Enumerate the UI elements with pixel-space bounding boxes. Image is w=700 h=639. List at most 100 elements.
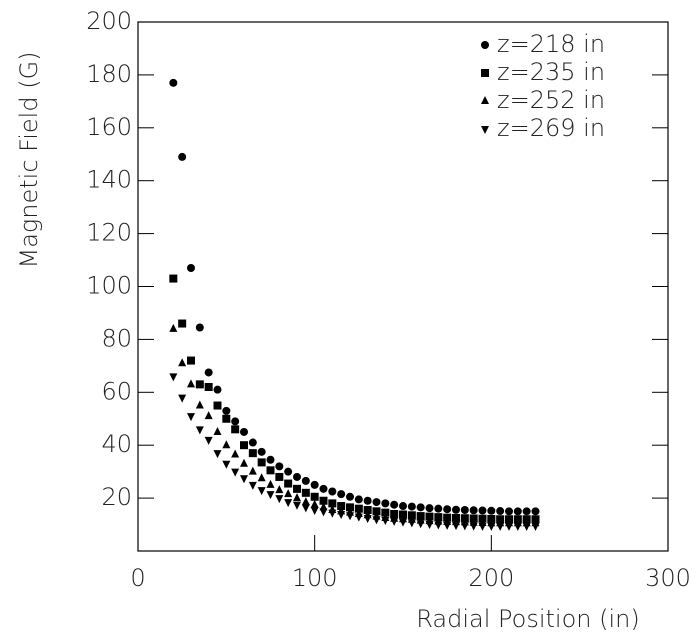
data-point bbox=[496, 507, 505, 516]
data-point bbox=[195, 426, 204, 435]
data-point bbox=[240, 427, 248, 436]
data-point bbox=[452, 505, 460, 514]
data-point bbox=[381, 517, 390, 526]
data-point bbox=[169, 274, 178, 283]
data-point bbox=[195, 323, 204, 332]
data-point bbox=[310, 480, 319, 489]
data-point bbox=[372, 507, 381, 516]
data-point bbox=[231, 449, 240, 458]
data-point bbox=[213, 450, 222, 459]
data-point bbox=[169, 78, 178, 87]
y-tick-label: 200 bbox=[86, 7, 132, 35]
data-point bbox=[284, 499, 293, 508]
data-point bbox=[231, 417, 240, 426]
data-point bbox=[240, 475, 248, 484]
data-point bbox=[319, 496, 328, 505]
data-point bbox=[434, 504, 443, 513]
data-point bbox=[266, 479, 275, 488]
y-tick-label: 160 bbox=[86, 113, 132, 141]
data-point bbox=[416, 503, 425, 512]
data-point bbox=[346, 503, 354, 512]
data-point bbox=[178, 394, 187, 403]
data-point bbox=[301, 488, 310, 497]
data-point bbox=[195, 380, 204, 389]
x-axis-label: Radial Position (in) bbox=[416, 605, 639, 633]
data-point bbox=[248, 466, 257, 475]
data-point bbox=[487, 506, 496, 515]
data-point bbox=[204, 383, 213, 392]
y-tick-label: 120 bbox=[86, 219, 132, 247]
y-axis-label: Magnetic Field (G) bbox=[15, 51, 43, 268]
data-point bbox=[178, 319, 187, 328]
data-point bbox=[293, 484, 301, 493]
data-point bbox=[425, 504, 434, 513]
data-point bbox=[363, 506, 372, 515]
data-point bbox=[407, 502, 416, 511]
data-point bbox=[284, 467, 293, 476]
data-point bbox=[460, 506, 469, 515]
data-point bbox=[460, 522, 469, 531]
x-tick-label: 0 bbox=[130, 564, 145, 592]
data-point bbox=[522, 507, 531, 516]
data-point bbox=[452, 522, 460, 531]
data-point bbox=[310, 507, 319, 516]
x-tick-label: 100 bbox=[292, 564, 338, 592]
data-point bbox=[354, 504, 363, 513]
data-point bbox=[293, 472, 301, 481]
data-point bbox=[248, 438, 257, 447]
data-point bbox=[240, 441, 248, 450]
data-point bbox=[204, 411, 213, 420]
data-point bbox=[169, 373, 178, 382]
data-point bbox=[204, 436, 213, 445]
data-point bbox=[469, 506, 478, 515]
data-point bbox=[372, 516, 381, 525]
data-point bbox=[469, 522, 478, 531]
data-point bbox=[487, 522, 496, 531]
data-point bbox=[310, 499, 319, 508]
data-point bbox=[178, 358, 187, 367]
data-point bbox=[187, 413, 195, 422]
data-point bbox=[187, 379, 195, 388]
data-point bbox=[434, 521, 443, 530]
data-point bbox=[204, 368, 213, 377]
data-point bbox=[257, 487, 266, 496]
data-point bbox=[513, 522, 522, 531]
x-tick-label: 200 bbox=[468, 564, 514, 592]
data-point bbox=[328, 487, 337, 496]
data-point bbox=[346, 512, 354, 521]
legend-label: z=235 in bbox=[497, 58, 605, 86]
data-point bbox=[195, 400, 204, 409]
data-point bbox=[390, 500, 399, 509]
data-point bbox=[240, 458, 248, 467]
x-tick-label: 300 bbox=[645, 564, 691, 592]
data-point bbox=[231, 425, 240, 434]
legend-label: z=252 in bbox=[497, 86, 605, 114]
data-point bbox=[531, 522, 540, 531]
data-point bbox=[266, 466, 275, 475]
data-point bbox=[266, 455, 275, 464]
data-point bbox=[187, 356, 195, 365]
data-point bbox=[284, 489, 293, 498]
data-point bbox=[513, 507, 522, 516]
data-point bbox=[443, 505, 452, 514]
legend-marker bbox=[481, 126, 489, 134]
data-point bbox=[443, 521, 452, 530]
data-point bbox=[354, 513, 363, 522]
y-tick-label: 140 bbox=[86, 166, 132, 194]
data-point bbox=[337, 490, 346, 499]
data-point bbox=[178, 152, 187, 161]
data-point bbox=[354, 495, 363, 504]
data-point bbox=[496, 522, 505, 531]
y-tick-label: 180 bbox=[86, 60, 132, 88]
data-point bbox=[293, 501, 301, 510]
data-point bbox=[346, 492, 354, 501]
data-point bbox=[425, 521, 434, 530]
legend-marker bbox=[481, 69, 489, 77]
data-point bbox=[257, 447, 266, 456]
data-point bbox=[372, 498, 381, 507]
data-point bbox=[275, 495, 284, 504]
data-point bbox=[275, 462, 284, 471]
data-point bbox=[328, 499, 337, 508]
data-point bbox=[169, 323, 178, 332]
data-point bbox=[213, 385, 222, 394]
